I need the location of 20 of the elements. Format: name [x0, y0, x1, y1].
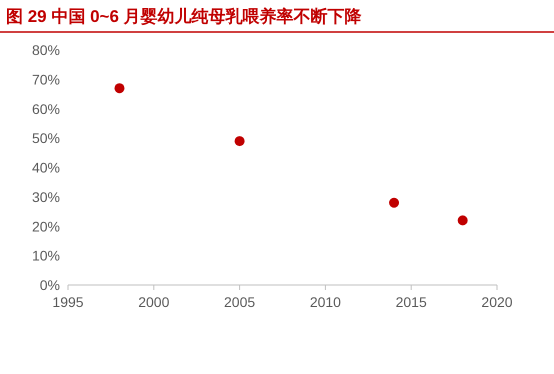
x-tick-label: 2020	[481, 294, 513, 310]
y-tick-label: 60%	[32, 100, 60, 117]
y-tick-label: 70%	[32, 71, 60, 88]
y-tick-label: 40%	[32, 160, 60, 176]
y-tick-label: 10%	[32, 248, 60, 264]
point	[114, 83, 124, 94]
y-tick-label: 50%	[32, 130, 60, 146]
chart-title: 图 29 中国 0~6 月婴幼儿纯母乳喂养率不断下降	[6, 7, 363, 26]
y-tick-label: 80%	[32, 42, 60, 58]
x-tick-label: 2000	[138, 294, 170, 310]
y-tick-label: 20%	[32, 218, 60, 234]
point	[234, 136, 245, 146]
point	[389, 198, 400, 208]
y-tick-label: 0%	[40, 277, 60, 293]
point	[458, 215, 468, 226]
x-tick-label: 1995	[52, 294, 84, 310]
x-tick-label: 2015	[396, 294, 427, 310]
x-tick-label: 2010	[310, 294, 342, 310]
y-tick-label: 30%	[32, 188, 60, 205]
x-tick-label: 2005	[224, 294, 256, 310]
